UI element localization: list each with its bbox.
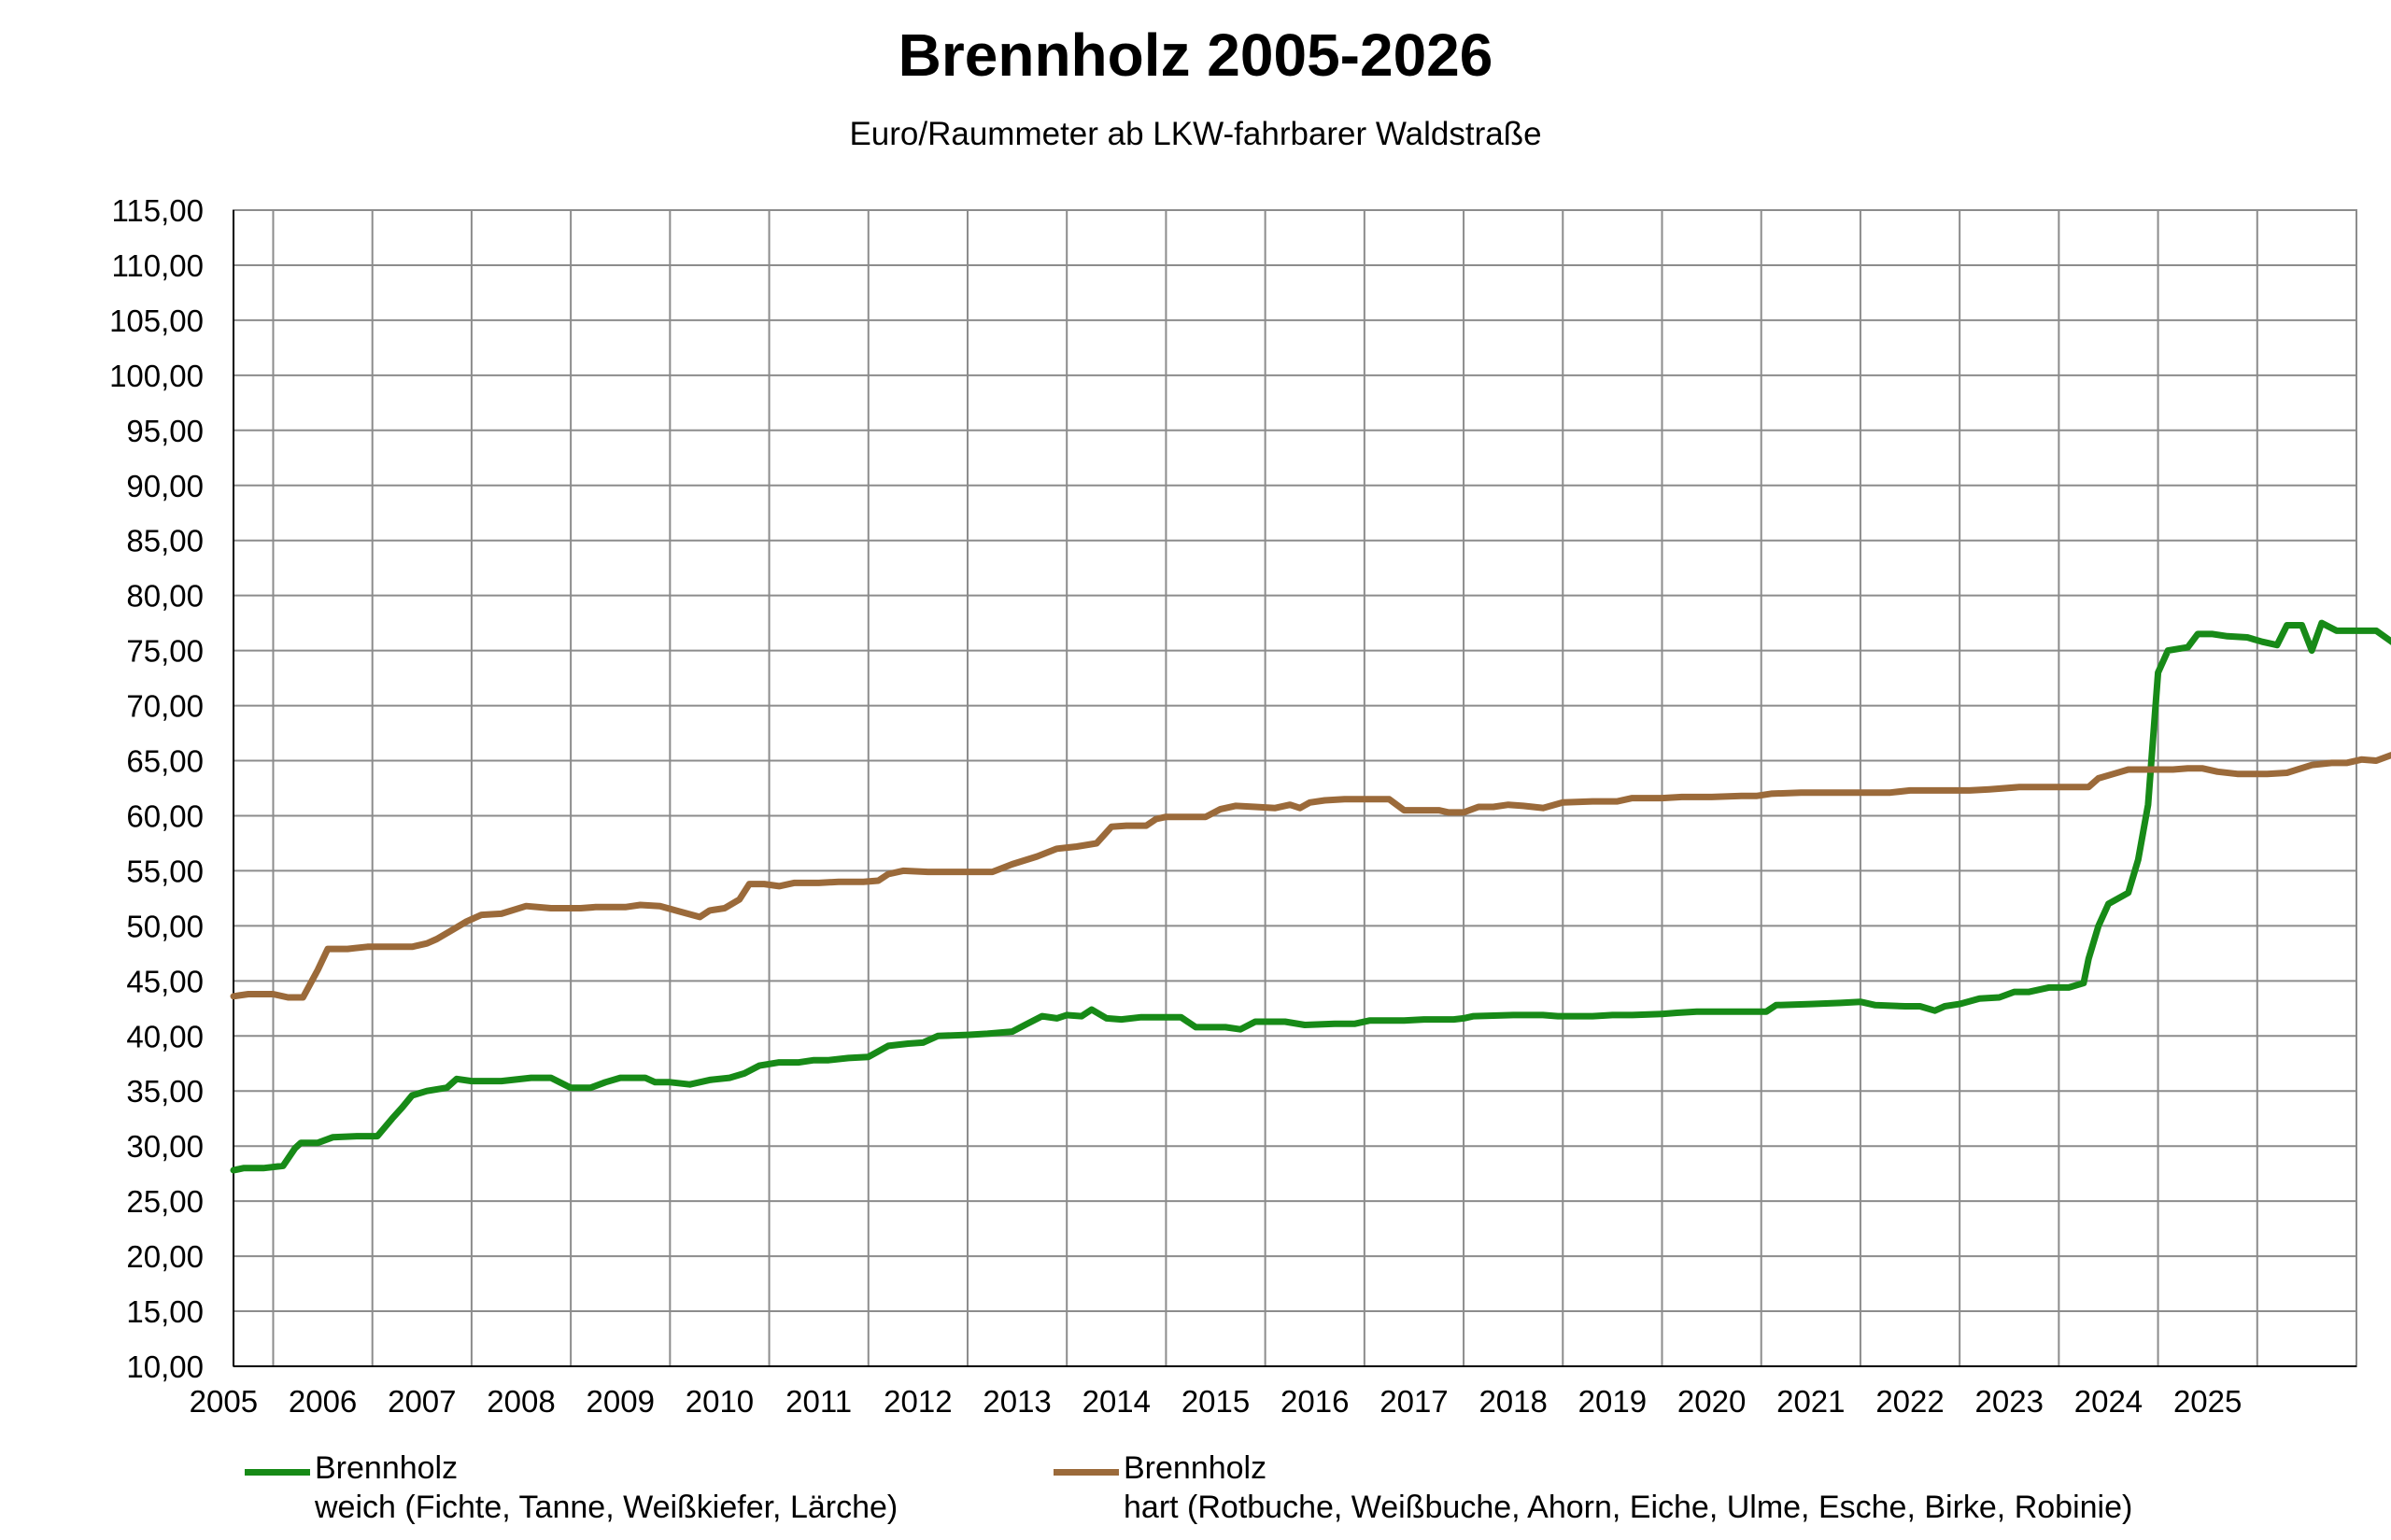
y-tick-label: 55,00 [126,854,204,888]
legend-swatch-softwood [245,1469,310,1476]
y-tick-label: 115,00 [112,193,204,228]
x-tick-label: 2014 [1082,1384,1151,1419]
y-tick-label: 60,00 [126,798,204,833]
y-tick-label: 85,00 [126,524,204,558]
y-tick-label: 25,00 [126,1184,204,1219]
legend-swatch-hardwood [1054,1469,1119,1476]
y-tick-label: 15,00 [126,1294,204,1329]
x-tick-label: 2015 [1181,1384,1250,1419]
x-axis: 2005 2006 2007 2008 2009 2010 2011 2012 2013 2014… [190,1384,2242,1419]
chart-title: Brennholz 2005-2026 [898,21,1493,89]
x-tick-label: 2020 [1677,1384,1746,1419]
y-tick-label: 90,00 [126,469,204,503]
x-tick-label: 2012 [884,1384,952,1419]
x-tick-label: 2024 [2074,1384,2143,1419]
grid [233,209,2357,1367]
y-tick-label: 50,00 [126,909,204,943]
x-tick-label: 2017 [1379,1384,1448,1419]
x-tick-label: 2025 [2173,1384,2242,1419]
x-tick-label: 2021 [1776,1384,1845,1419]
legend-label-softwood-line1: Brennholz [315,1450,459,1486]
x-tick-label: 2016 [1280,1384,1349,1419]
chart-subtitle: Euro/Raummeter ab LKW-fahrbarer Waldstra… [849,116,1542,152]
y-tick-label: 45,00 [126,964,204,998]
y-tick-label: 110,00 [112,248,204,283]
legend-label-hardwood-line1: Brennholz [1124,1450,1267,1486]
y-tick-label: 20,00 [126,1239,204,1274]
y-tick-label: 70,00 [126,689,204,724]
y-tick-label: 30,00 [126,1129,204,1164]
y-tick-label: 105,00 [109,304,204,338]
series-line-softwood [230,619,2391,1174]
y-tick-label: 95,00 [126,414,204,448]
y-axis: 10,00 15,00 20,00 25,00 30,00 35,00 40,00 45,00… [109,193,204,1384]
y-tick-label: 35,00 [126,1074,204,1109]
x-tick-label: 2005 [190,1384,258,1419]
y-tick-label: 40,00 [126,1019,204,1053]
x-tick-label: 2023 [1975,1384,2044,1419]
series-group [230,619,2391,1174]
x-tick-label: 2019 [1578,1384,1647,1419]
y-tick-label: 65,00 [126,744,204,779]
x-tick-label: 2018 [1478,1384,1547,1419]
x-tick-label: 2010 [686,1384,754,1419]
legend-label-hardwood-line2: hart (Rotbuche, Weißbuche, Ahorn, Eiche,… [1124,1490,2133,1525]
series-line-hardwood [230,752,2391,1001]
y-tick-label: 10,00 [126,1349,204,1384]
x-tick-label: 2006 [289,1384,357,1419]
x-tick-label: 2011 [785,1384,852,1419]
legend-label-softwood-line2: weich (Fichte, Tanne, Weißkiefer, Lärche… [315,1490,898,1525]
x-tick-label: 2008 [487,1384,555,1419]
x-tick-label: 2007 [388,1384,456,1419]
x-tick-label: 2009 [587,1384,655,1419]
x-tick-label: 2022 [1875,1384,1944,1419]
y-tick-label: 100,00 [109,359,204,393]
y-tick-label: 75,00 [126,634,204,669]
y-tick-label: 80,00 [126,579,204,614]
x-tick-label: 2013 [983,1384,1051,1419]
